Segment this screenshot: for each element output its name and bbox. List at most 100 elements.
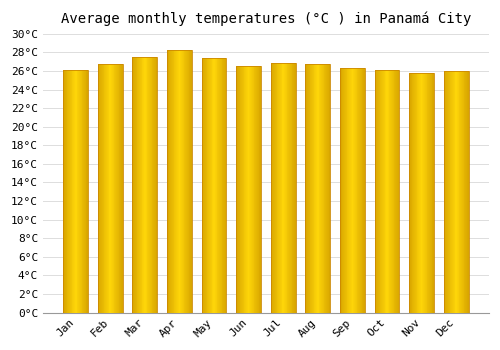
Bar bbox=[391, 70, 392, 313]
Bar bbox=[187, 50, 188, 313]
Bar bbox=[155, 57, 156, 313]
Bar bbox=[282, 63, 283, 313]
Bar bbox=[83, 70, 84, 313]
Bar bbox=[246, 66, 247, 313]
Bar bbox=[108, 64, 110, 313]
Bar bbox=[409, 73, 434, 313]
Bar bbox=[461, 71, 462, 313]
Bar bbox=[63, 70, 88, 313]
Bar bbox=[177, 50, 178, 313]
Bar bbox=[214, 58, 215, 313]
Bar bbox=[288, 63, 289, 313]
Bar bbox=[359, 68, 360, 313]
Bar bbox=[106, 64, 107, 313]
Bar bbox=[149, 57, 150, 313]
Bar bbox=[393, 70, 394, 313]
Bar bbox=[424, 73, 425, 313]
Bar bbox=[80, 70, 82, 313]
Bar bbox=[390, 70, 391, 313]
Bar bbox=[104, 64, 106, 313]
Bar bbox=[349, 68, 350, 313]
Bar bbox=[466, 71, 467, 313]
Bar bbox=[254, 66, 256, 313]
Bar bbox=[121, 64, 122, 313]
Bar bbox=[460, 71, 461, 313]
Bar bbox=[219, 58, 220, 313]
Bar bbox=[317, 64, 318, 313]
Bar bbox=[380, 70, 381, 313]
Bar bbox=[294, 63, 295, 313]
Bar bbox=[63, 70, 64, 313]
Bar bbox=[387, 70, 388, 313]
Bar bbox=[312, 64, 313, 313]
Bar bbox=[241, 66, 242, 313]
Bar bbox=[271, 63, 272, 313]
Bar bbox=[423, 73, 424, 313]
Bar bbox=[70, 70, 72, 313]
Bar bbox=[374, 70, 376, 313]
Bar bbox=[236, 66, 261, 313]
Bar bbox=[382, 70, 383, 313]
Bar bbox=[419, 73, 420, 313]
Bar bbox=[82, 70, 83, 313]
Bar bbox=[112, 64, 113, 313]
Bar bbox=[353, 68, 354, 313]
Bar bbox=[341, 68, 342, 313]
Bar bbox=[324, 64, 326, 313]
Bar bbox=[398, 70, 400, 313]
Bar bbox=[242, 66, 243, 313]
Bar bbox=[310, 64, 311, 313]
Bar bbox=[354, 68, 355, 313]
Bar bbox=[114, 64, 116, 313]
Bar bbox=[65, 70, 66, 313]
Bar bbox=[328, 64, 330, 313]
Bar bbox=[450, 71, 451, 313]
Bar bbox=[414, 73, 415, 313]
Bar bbox=[289, 63, 290, 313]
Bar bbox=[429, 73, 430, 313]
Bar bbox=[428, 73, 429, 313]
Bar bbox=[173, 50, 174, 313]
Bar bbox=[178, 50, 180, 313]
Bar bbox=[462, 71, 463, 313]
Bar bbox=[76, 70, 78, 313]
Bar bbox=[425, 73, 426, 313]
Bar bbox=[250, 66, 251, 313]
Bar bbox=[412, 73, 414, 313]
Bar bbox=[272, 63, 274, 313]
Bar bbox=[432, 73, 433, 313]
Bar bbox=[116, 64, 117, 313]
Bar bbox=[170, 50, 171, 313]
Bar bbox=[73, 70, 74, 313]
Bar bbox=[456, 71, 457, 313]
Bar bbox=[113, 64, 114, 313]
Bar bbox=[364, 68, 365, 313]
Bar bbox=[146, 57, 148, 313]
Bar bbox=[251, 66, 252, 313]
Bar bbox=[306, 64, 330, 313]
Bar bbox=[397, 70, 398, 313]
Bar bbox=[284, 63, 285, 313]
Bar bbox=[86, 70, 88, 313]
Bar bbox=[444, 71, 468, 313]
Bar bbox=[360, 68, 362, 313]
Bar bbox=[244, 66, 246, 313]
Bar bbox=[72, 70, 73, 313]
Bar bbox=[280, 63, 281, 313]
Bar bbox=[136, 57, 138, 313]
Bar bbox=[446, 71, 447, 313]
Bar bbox=[135, 57, 136, 313]
Bar bbox=[143, 57, 144, 313]
Bar bbox=[318, 64, 320, 313]
Bar bbox=[167, 50, 192, 313]
Bar bbox=[184, 50, 186, 313]
Bar bbox=[392, 70, 393, 313]
Bar bbox=[258, 66, 260, 313]
Bar bbox=[171, 50, 172, 313]
Bar bbox=[252, 66, 253, 313]
Bar bbox=[191, 50, 192, 313]
Bar bbox=[110, 64, 111, 313]
Bar bbox=[467, 71, 468, 313]
Bar bbox=[283, 63, 284, 313]
Bar bbox=[213, 58, 214, 313]
